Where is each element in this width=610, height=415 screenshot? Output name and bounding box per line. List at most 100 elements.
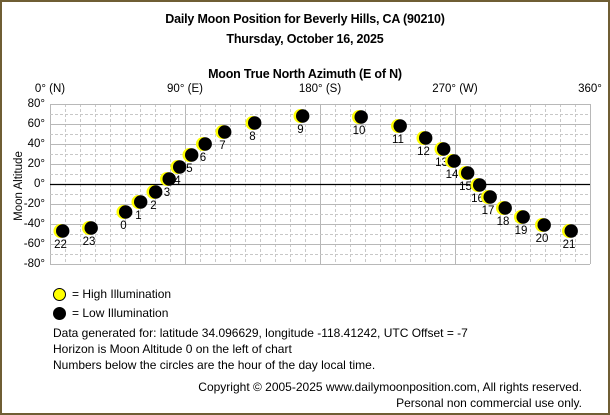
legend-low: = Low Illumination: [53, 306, 168, 320]
moon-shadow-icon: [198, 137, 212, 151]
hour-label: 11: [392, 134, 404, 146]
moon-point-hour-0: 0: [116, 205, 133, 232]
hour-label: 1: [135, 210, 141, 222]
x-tick-label: 360°: [578, 83, 602, 95]
moon-shadow-icon: [498, 201, 512, 215]
moon-shadow-icon: [185, 148, 199, 162]
moon-shadow-icon: [447, 154, 461, 168]
info-hours: Numbers below the circles are the hour o…: [53, 358, 376, 372]
moon-point-hour-13: 13: [434, 142, 451, 169]
hour-label: 20: [536, 233, 549, 245]
hour-label: 12: [417, 146, 430, 158]
moon-point-hour-15: 15: [458, 166, 475, 193]
moon-point-hour-18: 18: [496, 201, 512, 228]
copyright: Copyright © 2005-2025 www.dailymoonposit…: [198, 380, 582, 394]
moon-shadow-icon: [516, 210, 530, 224]
moon-point-hour-17: 17: [481, 190, 497, 217]
chart-date: Thursday, October 16, 2025: [226, 32, 384, 46]
moon-shadow-icon: [483, 190, 497, 204]
hour-label: 22: [54, 239, 67, 251]
hour-label: 2: [150, 200, 156, 212]
moon-point-hour-9: 9: [293, 109, 310, 136]
y-tick-label: -80°: [23, 258, 45, 270]
info-horizon: Horizon is Moon Altitude 0 on the left o…: [53, 342, 292, 356]
hour-label: 23: [83, 236, 96, 248]
moon-shadow-icon: [134, 195, 148, 209]
usage-note: Personal non commercial use only.: [396, 396, 582, 410]
moon-shadow-icon: [564, 224, 578, 238]
hour-label: 14: [446, 169, 459, 181]
y-tick-label: 40°: [27, 138, 45, 150]
info-location: Data generated for: latitude 34.096629, …: [53, 326, 468, 340]
moon-shadow-icon: [149, 185, 163, 199]
moon-point-hour-10: 10: [352, 110, 368, 137]
high-illumination-icon: [53, 287, 66, 301]
moon-point-hour-4: 4: [170, 160, 187, 187]
low-illumination-icon: [53, 306, 66, 320]
hour-label: 21: [563, 239, 576, 251]
y-tick-label: 0°: [34, 178, 45, 190]
moon-point-hour-7: 7: [215, 125, 232, 152]
hour-label: 19: [515, 225, 528, 237]
moon-shadow-icon: [296, 109, 310, 123]
hour-label: 8: [249, 131, 255, 143]
moon-shadow-icon: [419, 131, 433, 145]
legend-high: = High Illumination: [53, 287, 171, 301]
moon-shadow-icon: [218, 125, 232, 139]
moon-point-hour-3: 3: [160, 172, 176, 199]
moon-point-hour-14: 14: [445, 154, 461, 181]
hour-label: 17: [482, 205, 495, 217]
moon-point-hour-20: 20: [535, 218, 551, 245]
y-tick-label: -60°: [23, 238, 45, 250]
moon-shadow-icon: [162, 172, 176, 186]
chart-title: Daily Moon Position for Beverly Hills, C…: [165, 12, 445, 26]
hour-label: 10: [353, 125, 366, 137]
y-tick-label: 20°: [27, 158, 45, 170]
moon-shadow-icon: [119, 205, 133, 219]
moon-point-hour-16: 16: [470, 178, 487, 205]
moon-point-hour-22: 22: [53, 224, 70, 251]
moon-shadow-icon: [248, 116, 262, 130]
hour-label: 0: [120, 220, 126, 232]
x-tick-label: 90° (E): [167, 83, 203, 95]
moon-shadow-icon: [473, 178, 487, 192]
legend-low-label: = Low Illumination: [72, 306, 169, 320]
y-tick-label: 80°: [27, 98, 45, 110]
hour-label: 15: [459, 181, 472, 193]
x-tick-label: 270° (W): [432, 83, 478, 95]
hour-label: 16: [471, 193, 484, 205]
moon-point-hour-1: 1: [131, 195, 148, 222]
x-tick-label: 0° (N): [34, 83, 66, 95]
hour-label: 3: [164, 187, 170, 199]
moon-shadow-icon: [537, 218, 551, 232]
hour-label: 7: [219, 140, 225, 152]
hour-label: 9: [297, 124, 303, 136]
moon-point-hour-5: 5: [182, 148, 199, 175]
moon-shadow-icon: [84, 221, 98, 235]
hour-label: 13: [435, 157, 448, 169]
moon-shadow-icon: [173, 160, 187, 174]
moon-point-hour-8: 8: [245, 116, 262, 143]
y-tick-label: -40°: [23, 218, 45, 230]
hour-label: 5: [186, 163, 192, 175]
moon-point-hour-21: 21: [562, 224, 578, 251]
moon-point-hour-12: 12: [416, 131, 433, 158]
x-tick-label: 180° (S): [298, 83, 342, 95]
hour-label: 18: [497, 216, 510, 228]
moon-shadow-icon: [56, 224, 70, 238]
moon-shadow-icon: [461, 166, 475, 180]
y-tick-label: 60°: [27, 118, 45, 130]
y-tick-label: -20°: [23, 198, 45, 210]
moon-shadow-icon: [393, 119, 407, 133]
moon-shadow-icon: [437, 142, 451, 156]
legend-high-label: = High Illumination: [72, 287, 172, 301]
moon-point-hour-19: 19: [514, 210, 530, 237]
hour-label: 6: [200, 152, 206, 164]
moon-point-hour-6: 6: [196, 137, 212, 164]
moon-shadow-icon: [354, 110, 368, 124]
moon-point-hour-2: 2: [146, 185, 163, 212]
x-axis-title: Moon True North Azimuth (E of N): [208, 67, 402, 81]
hour-label: 4: [174, 175, 181, 187]
